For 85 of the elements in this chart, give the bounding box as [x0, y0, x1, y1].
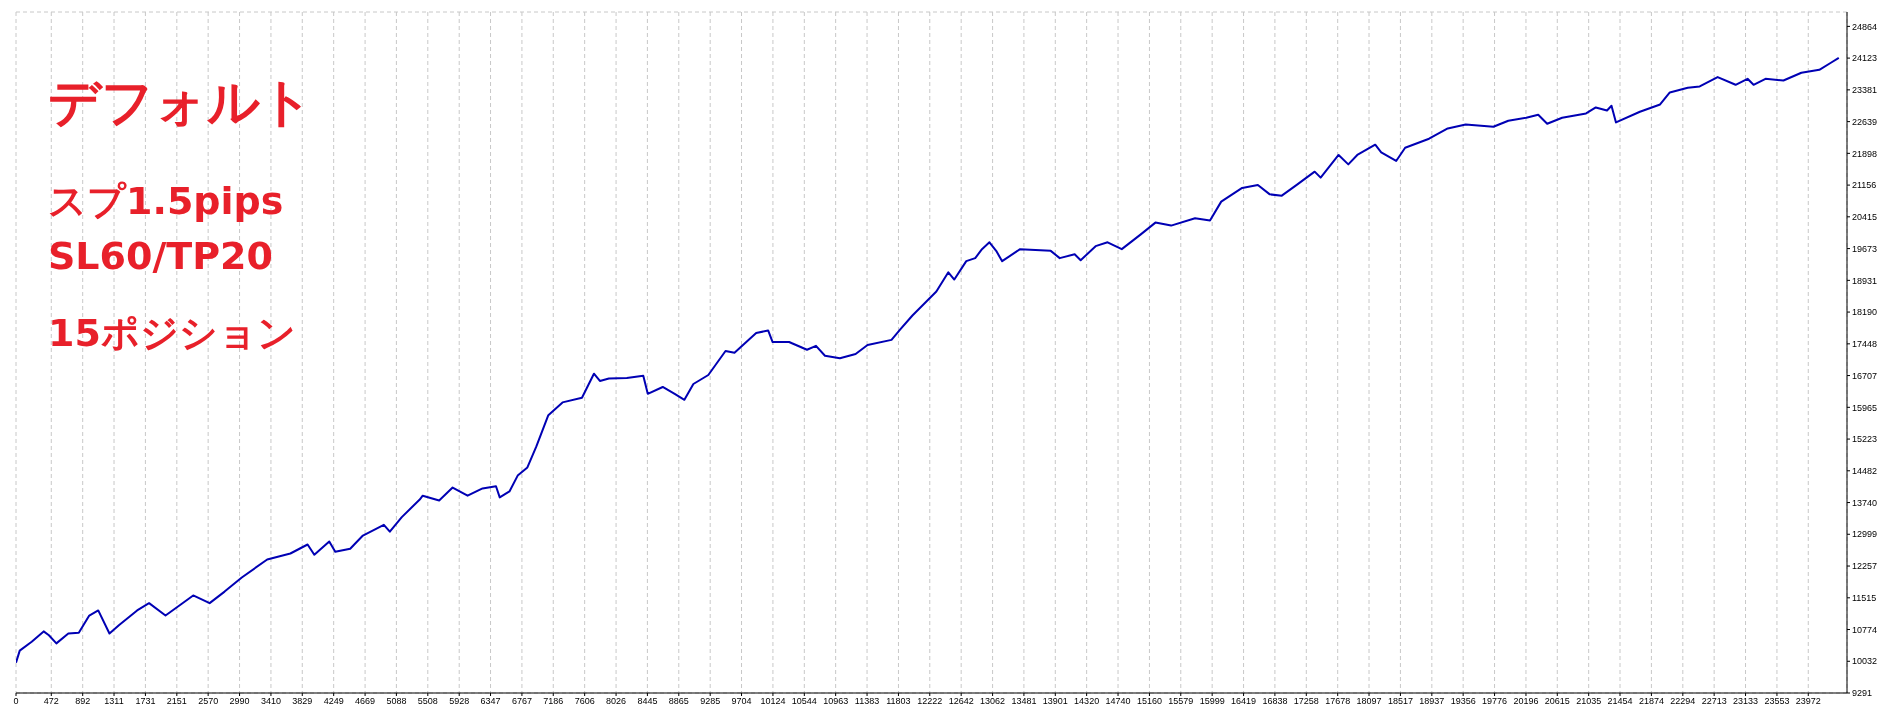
x-tick-label: 21035	[1576, 696, 1602, 707]
y-tick-label: 12257	[1852, 561, 1878, 572]
x-tick-label: 14740	[1105, 696, 1131, 707]
x-tick-label: 472	[43, 696, 59, 707]
x-tick-label: 20196	[1513, 696, 1539, 707]
x-tick-label: 19356	[1450, 696, 1476, 707]
x-tick-label: 12642	[948, 696, 974, 707]
annotation: デフォルト	[48, 71, 313, 134]
x-tick-label: 12222	[917, 696, 943, 707]
y-tick-label: 18931	[1852, 275, 1878, 286]
x-tick-label: 2151	[166, 696, 187, 707]
annotation: スプ1.5pips	[48, 178, 284, 225]
x-tick-label: 9704	[731, 696, 752, 707]
x-tick-label: 9285	[700, 696, 721, 707]
x-tick-label: 17258	[1293, 696, 1319, 707]
x-tick-label: 7606	[574, 696, 595, 707]
x-tick-label: 10124	[760, 696, 786, 707]
y-tick-label: 23381	[1852, 85, 1878, 96]
x-tick-label: 23972	[1795, 696, 1821, 707]
x-tick-label: 13481	[1011, 696, 1037, 707]
x-tick-label: 14320	[1074, 696, 1100, 707]
x-tick-label: 18097	[1356, 696, 1382, 707]
x-tick-label: 5088	[386, 696, 407, 707]
x-tick-label: 7186	[543, 696, 564, 707]
x-tick-label: 4249	[323, 696, 344, 707]
x-tick-label: 18937	[1419, 696, 1445, 707]
y-tick-label: 12999	[1852, 529, 1878, 540]
x-tick-label: 1731	[135, 696, 156, 707]
x-tick-label: 22294	[1670, 696, 1696, 707]
x-tick-label: 23553	[1764, 696, 1790, 707]
y-tick-label: 17448	[1852, 339, 1878, 350]
x-tick-label: 13901	[1042, 696, 1068, 707]
x-tick-label: 8865	[668, 696, 689, 707]
x-tick-label: 1311	[104, 696, 124, 707]
x-tick-label: 18517	[1387, 696, 1413, 707]
y-tick-label: 18190	[1852, 307, 1878, 318]
y-tick-label: 21898	[1852, 148, 1878, 159]
y-tick-label: 22639	[1852, 116, 1878, 127]
y-tick-label: 10774	[1852, 624, 1878, 635]
y-tick-label: 10032	[1852, 656, 1878, 667]
annotation: SL60/TP20	[48, 234, 273, 278]
x-tick-label: 892	[75, 696, 91, 707]
x-tick-label: 17678	[1325, 696, 1351, 707]
x-tick-label: 15999	[1199, 696, 1225, 707]
x-tick-label: 22713	[1701, 696, 1727, 707]
x-tick-label: 16419	[1231, 696, 1257, 707]
x-tick-label: 2990	[229, 696, 250, 707]
line-series	[16, 56, 1840, 664]
x-tick-label: 2570	[198, 696, 219, 707]
x-tick-label: 8445	[637, 696, 658, 707]
x-tick-label: 3829	[292, 696, 313, 707]
y-tick-label: 11515	[1852, 592, 1877, 603]
y-tick-label: 24864	[1852, 21, 1878, 32]
y-tick-label: 15965	[1852, 402, 1878, 413]
x-tick-label: 19776	[1482, 696, 1508, 707]
y-tick-label: 21156	[1852, 180, 1877, 191]
x-tick-label: 3410	[260, 696, 281, 707]
x-tick-label: 16838	[1262, 696, 1288, 707]
x-tick-label: 11803	[886, 696, 911, 707]
y-tick-label: 20415	[1852, 212, 1878, 223]
x-tick-label: 11383	[854, 696, 880, 707]
x-tick-label: 6767	[511, 696, 532, 707]
y-tick-label: 15223	[1852, 434, 1878, 445]
y-tick-label: 14482	[1852, 465, 1878, 476]
x-tick-label: 5508	[417, 696, 438, 707]
y-tick-label: 16707	[1852, 370, 1878, 381]
x-tick-label: 20615	[1544, 696, 1570, 707]
x-tick-label: 15579	[1168, 696, 1194, 707]
x-tick-label: 6347	[480, 696, 501, 707]
x-tick-label: 13062	[980, 696, 1006, 707]
y-tick-label: 19673	[1852, 243, 1878, 254]
y-tick-label: 13740	[1852, 497, 1878, 508]
x-tick-label: 4669	[355, 696, 376, 707]
x-tick-label: 10544	[791, 696, 817, 707]
annotation: 15ポジション	[48, 310, 296, 357]
x-tick-label: 8026	[606, 696, 627, 707]
x-tick-label: 23133	[1733, 696, 1759, 707]
x-tick-label: 10963	[823, 696, 849, 707]
y-tick-label: 24123	[1852, 53, 1878, 64]
x-tick-label: 0	[13, 696, 19, 707]
x-tick-label: 21874	[1638, 696, 1664, 707]
x-tick-label: 5928	[449, 696, 470, 707]
x-tick-label: 15160	[1136, 696, 1162, 707]
y-tick-label: 9291	[1852, 688, 1873, 699]
x-tick-label: 21454	[1607, 696, 1633, 707]
